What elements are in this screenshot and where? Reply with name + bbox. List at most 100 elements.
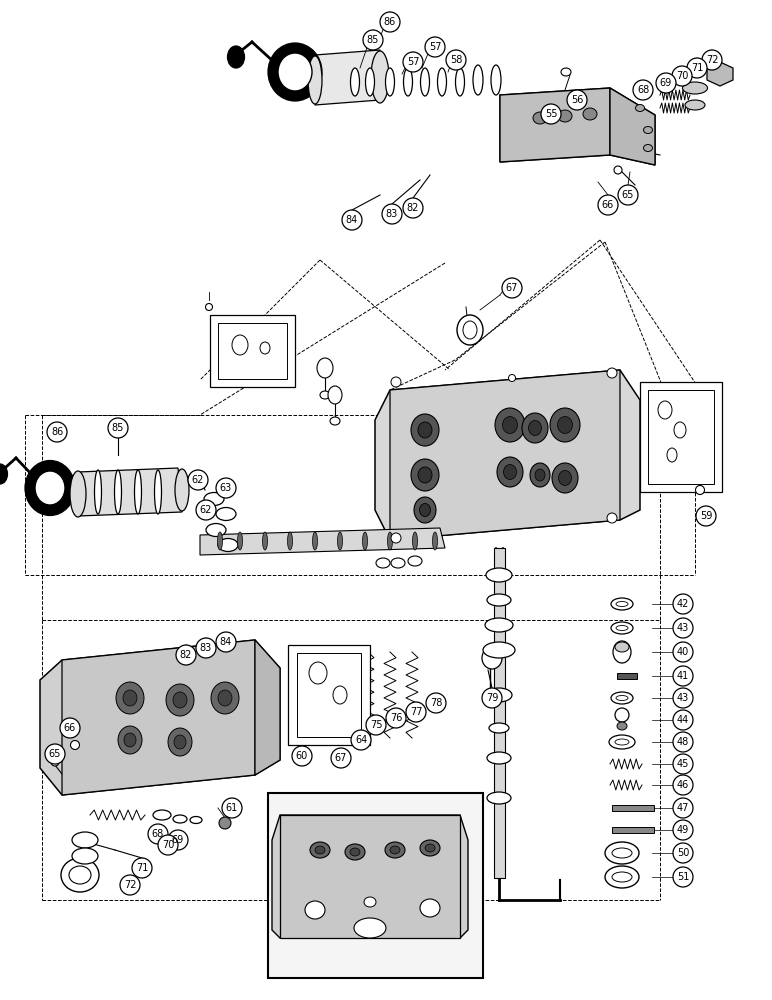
Text: 67: 67 — [335, 753, 347, 763]
Ellipse shape — [611, 598, 633, 610]
Circle shape — [687, 58, 707, 78]
Text: 66: 66 — [64, 723, 76, 733]
Text: 50: 50 — [677, 848, 689, 858]
Ellipse shape — [497, 457, 523, 487]
Ellipse shape — [391, 377, 401, 387]
Ellipse shape — [206, 524, 226, 536]
Ellipse shape — [260, 342, 270, 354]
Ellipse shape — [287, 532, 293, 550]
Text: 77: 77 — [410, 707, 422, 717]
Ellipse shape — [616, 626, 628, 631]
Ellipse shape — [615, 642, 629, 652]
Text: 44: 44 — [677, 715, 689, 725]
Ellipse shape — [51, 758, 59, 766]
Ellipse shape — [414, 497, 436, 523]
Ellipse shape — [376, 558, 390, 568]
Text: 68: 68 — [152, 829, 164, 839]
Circle shape — [331, 748, 351, 768]
Circle shape — [673, 775, 693, 795]
Ellipse shape — [583, 108, 597, 120]
Ellipse shape — [558, 110, 572, 122]
Text: 66: 66 — [602, 200, 614, 210]
Ellipse shape — [535, 469, 545, 481]
Polygon shape — [375, 370, 640, 540]
Ellipse shape — [611, 692, 633, 704]
Circle shape — [696, 506, 716, 526]
Polygon shape — [255, 640, 280, 775]
Text: 43: 43 — [677, 693, 689, 703]
Polygon shape — [315, 50, 380, 105]
Circle shape — [292, 746, 312, 766]
Circle shape — [216, 478, 236, 498]
Ellipse shape — [190, 816, 202, 824]
Ellipse shape — [533, 112, 547, 124]
Ellipse shape — [509, 374, 516, 381]
Ellipse shape — [612, 872, 632, 882]
Ellipse shape — [696, 486, 705, 494]
Text: 49: 49 — [677, 825, 689, 835]
Ellipse shape — [388, 532, 392, 550]
Ellipse shape — [166, 684, 194, 716]
Ellipse shape — [408, 556, 422, 566]
Text: 43: 43 — [677, 623, 689, 633]
Ellipse shape — [635, 104, 645, 111]
Text: 47: 47 — [677, 803, 689, 813]
Circle shape — [633, 80, 653, 100]
Ellipse shape — [216, 508, 236, 520]
Ellipse shape — [607, 368, 617, 378]
Circle shape — [403, 52, 423, 72]
Ellipse shape — [491, 65, 501, 95]
Circle shape — [216, 632, 236, 652]
Ellipse shape — [529, 420, 541, 436]
Circle shape — [188, 470, 208, 490]
Text: 40: 40 — [677, 647, 689, 657]
Ellipse shape — [487, 594, 511, 606]
Circle shape — [158, 835, 178, 855]
Circle shape — [406, 702, 426, 722]
Bar — [617, 673, 637, 679]
Circle shape — [673, 594, 693, 614]
Text: 82: 82 — [180, 650, 192, 660]
Circle shape — [673, 843, 693, 863]
Ellipse shape — [333, 686, 347, 704]
Ellipse shape — [61, 858, 99, 892]
Ellipse shape — [385, 68, 394, 96]
Circle shape — [168, 830, 188, 850]
Ellipse shape — [411, 414, 439, 446]
Ellipse shape — [118, 726, 142, 754]
Text: 60: 60 — [296, 751, 308, 761]
Ellipse shape — [420, 899, 440, 917]
Text: 85: 85 — [112, 423, 124, 433]
Circle shape — [351, 730, 371, 750]
Ellipse shape — [412, 532, 418, 550]
Bar — [288, 645, 370, 745]
Ellipse shape — [268, 43, 322, 101]
Ellipse shape — [305, 901, 325, 919]
Ellipse shape — [124, 733, 136, 747]
Polygon shape — [40, 640, 280, 795]
Circle shape — [673, 732, 693, 752]
Text: 83: 83 — [200, 643, 212, 653]
Text: 41: 41 — [677, 671, 689, 681]
Circle shape — [196, 638, 216, 658]
Ellipse shape — [455, 68, 465, 96]
Text: 78: 78 — [430, 698, 442, 708]
Text: 86: 86 — [384, 17, 396, 27]
Circle shape — [673, 754, 693, 774]
Ellipse shape — [72, 832, 98, 848]
Ellipse shape — [615, 708, 629, 722]
Circle shape — [403, 198, 423, 218]
Polygon shape — [62, 640, 255, 795]
Ellipse shape — [278, 53, 312, 91]
Circle shape — [382, 204, 402, 224]
Ellipse shape — [550, 408, 580, 442]
Text: 70: 70 — [162, 840, 174, 850]
Bar — [218, 323, 287, 379]
Ellipse shape — [644, 144, 652, 151]
Ellipse shape — [205, 304, 212, 310]
Text: 84: 84 — [220, 637, 232, 647]
Text: 65: 65 — [49, 749, 61, 759]
Ellipse shape — [173, 692, 187, 708]
Ellipse shape — [320, 391, 330, 399]
Circle shape — [45, 744, 65, 764]
